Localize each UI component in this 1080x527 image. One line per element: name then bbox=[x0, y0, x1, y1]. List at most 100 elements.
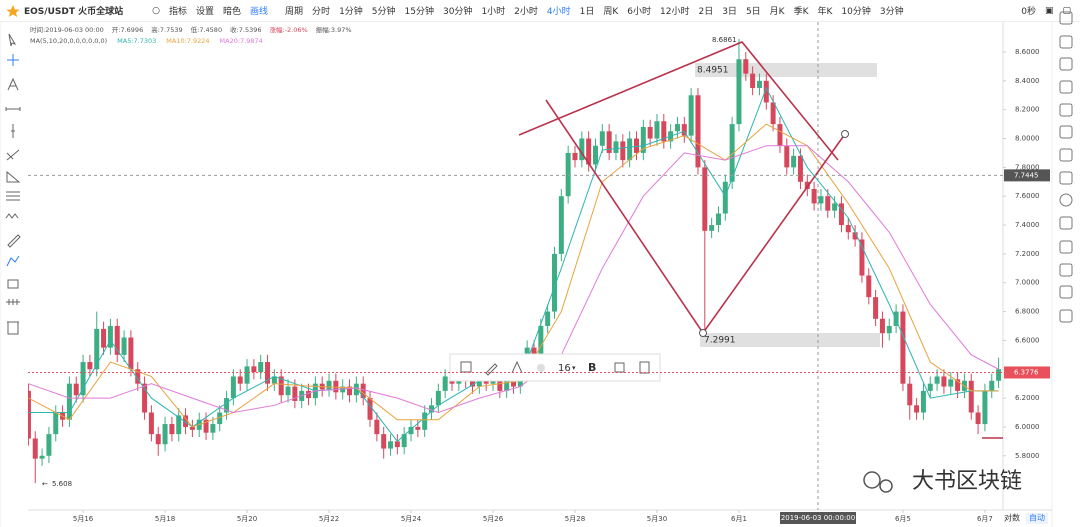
trend-line[interactable] bbox=[518, 41, 839, 161]
x-tick-label: 5月26 bbox=[483, 515, 504, 523]
period[interactable]: 2小时 bbox=[514, 7, 538, 17]
brush-tool[interactable] bbox=[6, 255, 20, 267]
ray-tool[interactable] bbox=[6, 149, 20, 161]
candle-body bbox=[210, 424, 216, 433]
y-tick-label: 6.0000 bbox=[1015, 423, 1040, 431]
side-icon[interactable] bbox=[1059, 171, 1073, 185]
toolbar-item[interactable]: 指标 bbox=[168, 7, 187, 17]
side-icon[interactable] bbox=[1059, 35, 1073, 49]
period[interactable]: 2日 bbox=[698, 7, 714, 17]
side-icon[interactable] bbox=[1059, 263, 1073, 277]
vline-tool[interactable] bbox=[11, 124, 15, 138]
hline-tool[interactable] bbox=[5, 107, 21, 111]
period[interactable]: 年K bbox=[817, 7, 833, 17]
lock-tool[interactable] bbox=[7, 279, 19, 289]
side-icon[interactable] bbox=[1059, 125, 1073, 139]
side-icon[interactable] bbox=[1059, 240, 1073, 254]
candle-body bbox=[101, 328, 107, 348]
x-tick-label: 5月28 bbox=[565, 515, 585, 523]
candle-body bbox=[135, 369, 141, 384]
period[interactable]: 5日 bbox=[745, 7, 761, 17]
bold-button[interactable]: B bbox=[588, 361, 596, 374]
candle-body bbox=[148, 412, 154, 435]
lock-icon[interactable] bbox=[614, 362, 625, 373]
period[interactable]: 4小时 bbox=[546, 7, 571, 17]
font-size[interactable]: 16 bbox=[558, 363, 571, 374]
trash-icon[interactable] bbox=[639, 361, 650, 374]
candle-body bbox=[797, 155, 803, 182]
period[interactable]: 周K bbox=[603, 7, 619, 17]
pen-icon[interactable] bbox=[485, 363, 498, 376]
period[interactable]: 1分钟 bbox=[339, 7, 363, 17]
triangle-tool[interactable] bbox=[6, 170, 21, 183]
fullscreen-icon[interactable]: ▢ bbox=[1062, 5, 1071, 16]
period[interactable]: 10分钟 bbox=[841, 7, 871, 17]
pen-tool[interactable] bbox=[7, 234, 21, 248]
star-icon[interactable] bbox=[6, 4, 20, 18]
text-tool[interactable] bbox=[7, 77, 19, 91]
cursor-tool[interactable] bbox=[8, 33, 17, 47]
period[interactable]: 季K bbox=[793, 7, 809, 17]
period[interactable]: 3日 bbox=[722, 7, 737, 17]
period[interactable]: 3分钟 bbox=[879, 7, 904, 17]
legend-entry: MA10:7.9224 bbox=[166, 37, 209, 45]
magnet-tool[interactable] bbox=[6, 299, 20, 305]
candle-body bbox=[224, 398, 230, 413]
wechat-icon bbox=[879, 479, 893, 493]
side-icon[interactable] bbox=[1059, 285, 1073, 299]
candle-body bbox=[401, 434, 407, 448]
side-icon[interactable] bbox=[1059, 216, 1073, 230]
period[interactable]: 1日 bbox=[579, 7, 595, 17]
watermark: 大书区块链 bbox=[863, 469, 1022, 494]
candle-body bbox=[46, 434, 52, 456]
candle-body bbox=[647, 126, 653, 139]
side-icon[interactable] bbox=[1059, 148, 1073, 162]
candle-body bbox=[551, 253, 557, 312]
info-field: 涨幅:-2.06% bbox=[270, 25, 308, 34]
side-icon[interactable] bbox=[1059, 80, 1073, 94]
side-icon[interactable] bbox=[1059, 103, 1073, 117]
period[interactable]: 15分钟 bbox=[404, 7, 434, 17]
crosshair-time-box bbox=[780, 512, 856, 524]
period[interactable]: 月K bbox=[769, 7, 785, 17]
candle-body bbox=[968, 380, 974, 413]
cross-tool[interactable] bbox=[7, 54, 19, 66]
candle-body bbox=[360, 383, 366, 399]
handle[interactable] bbox=[841, 130, 849, 138]
side-icon[interactable] bbox=[1059, 309, 1073, 323]
candle-body bbox=[927, 383, 933, 391]
delete-tool[interactable] bbox=[7, 321, 19, 335]
side-icon[interactable] bbox=[1059, 57, 1073, 71]
period[interactable]: 1小时 bbox=[481, 7, 506, 17]
axis-control[interactable]: 对数 bbox=[1004, 513, 1020, 523]
toolbar-item[interactable]: 设置 bbox=[195, 7, 214, 17]
period[interactable]: 6小时 bbox=[627, 7, 652, 17]
toolbar-item[interactable]: 画线 bbox=[250, 7, 269, 17]
period[interactable]: 30分钟 bbox=[442, 7, 473, 17]
candle-body bbox=[271, 376, 277, 384]
x-tick-label: 5月16 bbox=[73, 515, 94, 523]
candle-body bbox=[203, 419, 209, 433]
layout-icon[interactable] bbox=[460, 361, 472, 373]
channel-tool[interactable] bbox=[6, 191, 20, 201]
candle-body bbox=[538, 325, 544, 355]
wave-tool[interactable] bbox=[5, 213, 19, 219]
period[interactable]: 12小时 bbox=[660, 7, 690, 17]
search-icon[interactable]: ○ bbox=[152, 5, 160, 16]
axis-control[interactable]: 自动 bbox=[1029, 513, 1045, 523]
color-icon[interactable] bbox=[537, 364, 545, 372]
range-box bbox=[700, 333, 880, 347]
period[interactable]: 5分钟 bbox=[371, 7, 396, 17]
crosshair-time: 2019-06-03 00:00:00 bbox=[781, 514, 855, 522]
toolbar-item[interactable]: 暗色 bbox=[223, 7, 242, 17]
candle-body bbox=[948, 379, 954, 387]
candle-body bbox=[654, 121, 660, 139]
candle-body bbox=[306, 390, 312, 399]
period[interactable]: 分时 bbox=[312, 7, 331, 17]
side-icon[interactable] bbox=[1059, 11, 1073, 25]
handle[interactable] bbox=[699, 329, 707, 337]
camera-icon[interactable]: ▣ bbox=[1044, 5, 1054, 16]
text-icon[interactable] bbox=[511, 360, 523, 374]
side-icon[interactable] bbox=[1059, 193, 1073, 207]
